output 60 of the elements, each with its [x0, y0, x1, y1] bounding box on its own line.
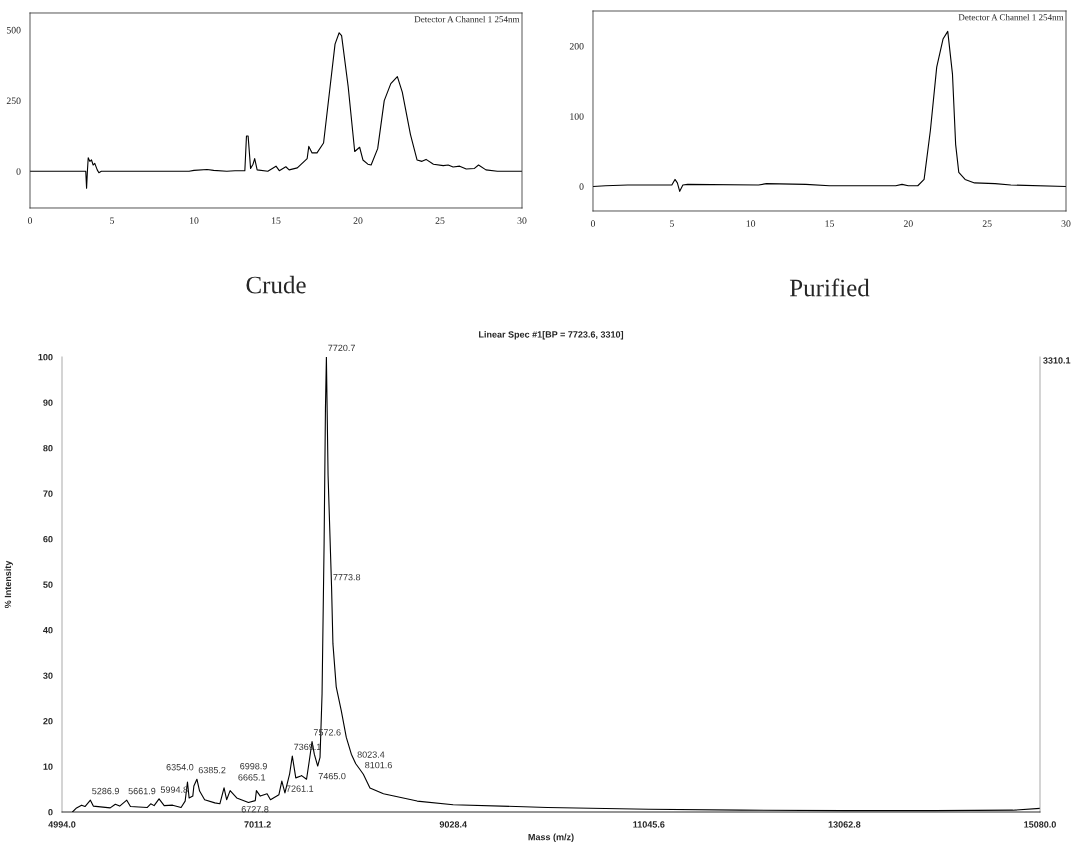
y-tick-label: 60: [43, 535, 53, 543]
y-tick-label: 250: [6, 97, 21, 105]
annotation: 6727.8: [241, 806, 269, 813]
annotation: 6385.2: [198, 766, 226, 774]
x-tick-label: 30: [517, 217, 527, 224]
x-tick-label: 5: [110, 217, 115, 224]
y-tick-label: 70: [43, 490, 53, 497]
x-tick-label: 7011.2: [244, 821, 271, 828]
x-tick-label: 25: [982, 220, 992, 227]
x-tick-label: 5: [669, 220, 674, 227]
x-axis-title: Crude: [246, 275, 306, 294]
y-tick-label: 90: [43, 399, 53, 406]
x-tick-label: 15: [825, 220, 834, 227]
annotation: 8023.4: [357, 751, 385, 758]
line-series: [593, 30, 1066, 192]
x-tick-label: 13062.8: [828, 821, 861, 828]
x-tick-label: 0: [27, 217, 33, 224]
y-tick-label: 30: [43, 672, 53, 679]
annotation: 8101.6: [365, 761, 392, 769]
y-tick-label: 0: [48, 808, 53, 816]
x-axis-title: Mass (m/z): [528, 833, 574, 843]
y-tick-label: 40: [43, 626, 53, 634]
x-tick-label: 15080.0: [1024, 821, 1056, 828]
annotation: 7720.7: [328, 344, 355, 352]
y-axis-title: % Intensity: [4, 560, 13, 609]
x-tick-label: 20: [903, 220, 913, 227]
x-tick-label: 30: [1061, 220, 1071, 227]
x-tick-label: 0: [590, 220, 596, 227]
annotation: 6665.1: [238, 774, 266, 781]
annotation: 5286.9: [92, 787, 119, 795]
annotation: 7465.0: [318, 772, 346, 780]
annotation: Detector A Channel 1 254nm: [414, 15, 520, 23]
y-tick-label: 200: [569, 43, 584, 50]
chart-title: Linear Spec #1[BP = 7723.6, 3310]: [479, 331, 624, 340]
y-tick-label: 500: [6, 26, 21, 34]
text: 3310.1: [1043, 357, 1071, 364]
x-tick-label: 10: [746, 220, 756, 227]
x-tick-label: 9028.4: [439, 821, 467, 828]
x-tick-label: 20: [353, 217, 363, 224]
annotation: 5661.9: [128, 787, 156, 795]
y-tick-label: 100: [38, 353, 53, 361]
y-tick-label: 80: [43, 444, 53, 452]
y-tick-label: 10: [43, 763, 53, 770]
y-tick-label: 0: [16, 168, 21, 175]
annotation: Detector A Channel 1 254nm: [958, 14, 1064, 21]
line-series: [30, 32, 522, 189]
y-tick-label: 50: [43, 581, 53, 588]
annotation: 7773.8: [333, 573, 361, 581]
annotation: 6354.0: [166, 764, 194, 771]
x-tick-label: 10: [189, 217, 199, 224]
x-axis-title: Purified: [789, 278, 870, 297]
annotation: 6998.9: [240, 762, 267, 770]
x-tick-label: 15: [271, 217, 281, 224]
x-tick-label: 11045.6: [633, 821, 665, 828]
x-tick-label: 25: [435, 217, 445, 224]
annotation: 7261.1: [286, 785, 314, 792]
y-tick-label: 100: [570, 113, 584, 120]
y-tick-label: 20: [43, 717, 53, 725]
y-tick-label: 0: [579, 183, 584, 190]
x-tick-label: 4994.0: [48, 821, 76, 828]
